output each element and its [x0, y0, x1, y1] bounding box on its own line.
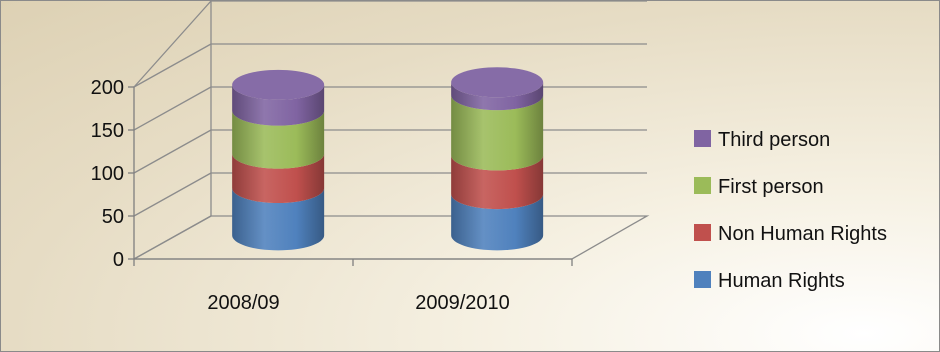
cylinder-top-0	[232, 69, 325, 100]
cylinder-1	[451, 67, 544, 251]
legend-swatch-1	[694, 177, 711, 194]
y-tick-label-3: 150	[91, 120, 124, 142]
bar-segment-1-3	[451, 82, 544, 111]
floor-outline	[134, 215, 650, 260]
bar-segment-0-1	[232, 153, 325, 204]
legend-label-3: Human Rights	[718, 270, 845, 292]
bars-layer	[232, 67, 544, 251]
legend-swatch-3	[694, 271, 711, 288]
gridline-side-4	[133, 43, 212, 88]
legend-label-2: Non Human Rights	[718, 223, 887, 245]
legend-swatch-2	[694, 224, 711, 241]
y-tick-label-4: 200	[91, 77, 124, 99]
bar-segment-1-1	[451, 155, 544, 210]
y-tick-label-1: 50	[102, 206, 124, 228]
legend-swatch-0	[694, 130, 711, 147]
axis-layer: 0 50 100 150 200 2008/09 2009/2010	[91, 77, 573, 314]
bar-segment-1-0	[451, 194, 544, 251]
bar-segment-1-2	[451, 95, 544, 171]
x-tick-label-0: 2008/09	[207, 292, 279, 314]
bar-segment-0-0	[232, 188, 325, 251]
x-tick-label-1: 2009/2010	[415, 292, 510, 314]
bar-segment-0-3	[232, 84, 325, 126]
bar-segment-0-2	[232, 110, 325, 169]
grid-layer	[133, 1, 650, 260]
cylinder-top-1	[451, 67, 544, 98]
y-tick-label-0: 0	[113, 249, 124, 271]
gridline-side-3	[133, 86, 212, 131]
cylinder-0	[232, 69, 325, 251]
gridline-side-1	[133, 172, 212, 217]
gridline-side-top	[133, 1, 212, 88]
gridline-side-2	[133, 129, 212, 174]
y-tick-label-2: 100	[91, 163, 124, 185]
legend-label-0: Third person	[718, 129, 830, 151]
side-wall-bottom	[133, 215, 212, 260]
legend-label-1: First person	[718, 176, 824, 198]
legend: Third person First person Non Human Rights…	[694, 129, 887, 292]
